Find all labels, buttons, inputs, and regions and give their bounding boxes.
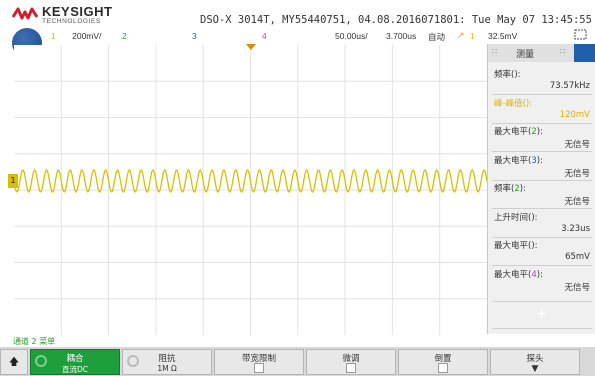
channel-4-number: 4 bbox=[262, 31, 267, 41]
measurement-label[interactable]: 最大电平(): bbox=[494, 241, 538, 251]
brand-subtitle: TECHNOLOGIES bbox=[42, 18, 101, 25]
measurement-name: 上升时间 bbox=[494, 212, 529, 223]
divider bbox=[492, 328, 592, 329]
softkey-6[interactable]: 探头 ▼ bbox=[490, 349, 580, 375]
add-measurement-icon[interactable]: + bbox=[536, 306, 548, 322]
channel-3-number: 3 bbox=[192, 31, 197, 41]
measurement-channel: 3 bbox=[531, 155, 537, 166]
trigger-delay[interactable]: 3.700us bbox=[386, 31, 417, 41]
keysight-logo-icon bbox=[12, 7, 38, 20]
measurement-value: 3.23us bbox=[561, 223, 590, 234]
channel-1-number: 1 bbox=[51, 31, 56, 41]
knob-icon bbox=[127, 355, 139, 367]
measurement-label[interactable]: 峰-峰值(): bbox=[494, 98, 533, 109]
measurement-channel: 4 bbox=[531, 269, 537, 280]
measurement-value: 无信号 bbox=[564, 168, 590, 179]
channel-4-status[interactable]: 4 bbox=[262, 31, 267, 41]
divider bbox=[492, 301, 592, 302]
measurement-value: 无信号 bbox=[564, 197, 590, 207]
waveform-display[interactable] bbox=[13, 45, 488, 335]
panel-toggle-button[interactable] bbox=[574, 44, 595, 62]
softkey-label: 微调 bbox=[342, 354, 360, 364]
softkey-value: 1M Ω bbox=[157, 364, 177, 373]
measurement-name: 最大电平 bbox=[494, 155, 529, 166]
channel-2-status[interactable]: 2 bbox=[122, 31, 127, 41]
measurement-channel: 2 bbox=[531, 127, 537, 137]
softkey-1[interactable]: 耦合 直流DC bbox=[30, 349, 120, 375]
knob-icon bbox=[35, 355, 47, 367]
channel-1-waveform bbox=[13, 169, 488, 193]
divider bbox=[492, 208, 592, 209]
trigger-level[interactable]: 32.5mV bbox=[488, 31, 518, 41]
menu-up-button[interactable]: 🡅 bbox=[0, 349, 28, 375]
measurement-value: 65mV bbox=[565, 252, 590, 262]
graticule bbox=[13, 45, 488, 335]
softkey-3[interactable]: 带宽限制 bbox=[214, 349, 304, 375]
measurement-label[interactable]: 最大电平(2): bbox=[494, 127, 543, 137]
softkey-5[interactable]: 倒置 bbox=[398, 349, 488, 375]
softkey-label: 带宽限制 bbox=[241, 354, 276, 364]
measurement-name: 频率 bbox=[494, 184, 512, 194]
softkey-checkbox[interactable] bbox=[346, 363, 356, 373]
menu-title: 通道 2 菜单 bbox=[13, 337, 56, 346]
measurement-panel: ∷ 测量 ∷ 频率(): 73.57kHz 峰-峰值(): 120mV 最大电平(2):… bbox=[487, 44, 595, 334]
measurement-label[interactable]: 频率(): bbox=[494, 70, 521, 80]
softkey-value: 直流DC bbox=[61, 365, 88, 374]
softkey-label: 阻抗 bbox=[158, 354, 176, 364]
measurement-label[interactable]: 最大电平(3): bbox=[494, 155, 543, 166]
softkey-checkbox[interactable] bbox=[254, 363, 264, 373]
measurement-name: 最大电平 bbox=[494, 269, 529, 280]
divider bbox=[492, 122, 592, 124]
channel-2-number: 2 bbox=[122, 31, 127, 41]
channel-1-ground-marker[interactable]: 1 bbox=[8, 174, 18, 188]
trigger-mode[interactable]: 自动 bbox=[428, 32, 446, 42]
measurement-value: 120mV bbox=[559, 109, 590, 120]
measurement-name: 峰-峰值 bbox=[494, 98, 523, 109]
measurement-value: 无信号 bbox=[564, 282, 590, 293]
measurement-name: 最大电平 bbox=[494, 241, 529, 251]
measurement-value: 73.57kHz bbox=[549, 81, 590, 91]
measurement-name: 频率 bbox=[494, 70, 512, 80]
divider bbox=[492, 179, 592, 181]
trigger-position-marker-icon[interactable] bbox=[245, 43, 257, 51]
softkey-4[interactable]: 微调 bbox=[306, 349, 396, 375]
trigger-source[interactable]: 1 bbox=[470, 31, 475, 41]
drag-handle-icon[interactable]: ∷ bbox=[492, 47, 498, 56]
softkey-label: 耦合 bbox=[66, 354, 84, 364]
drag-handle-icon[interactable]: ∷ bbox=[560, 47, 566, 56]
measurement-channel: 2 bbox=[514, 184, 520, 194]
divider bbox=[492, 94, 592, 95]
channel-1-scale: 200mV/ bbox=[72, 31, 102, 41]
channel-1-status[interactable]: 1 200mV/ bbox=[51, 31, 101, 41]
softkey-label: 倒置 bbox=[434, 354, 452, 364]
measurement-value: 无信号 bbox=[564, 140, 590, 150]
status-bar bbox=[0, 0, 595, 44]
divider bbox=[492, 236, 592, 238]
screen-layout-icon[interactable] bbox=[574, 29, 588, 41]
instrument-info: DSO-X 3014T, MY55440751, 04.08.201607180… bbox=[200, 14, 595, 26]
divider bbox=[492, 265, 592, 266]
softkey-2[interactable]: 阻抗 1M Ω bbox=[122, 349, 212, 375]
measurement-label[interactable]: 上升时间(): bbox=[494, 212, 538, 223]
timebase[interactable]: 50.00us/ bbox=[335, 31, 368, 41]
softkey-checkbox[interactable] bbox=[438, 363, 448, 373]
measurement-name: 最大电平 bbox=[494, 127, 529, 137]
softkey-label: 探头 bbox=[526, 354, 544, 364]
brand-name: KEYSIGHT bbox=[42, 4, 113, 19]
measurement-label[interactable]: 最大电平(4): bbox=[494, 269, 543, 280]
panel-header bbox=[488, 44, 595, 62]
submenu-arrow-icon: ▼ bbox=[531, 364, 539, 374]
measurement-label[interactable]: 频率(2): bbox=[494, 184, 526, 194]
divider bbox=[492, 151, 592, 152]
panel-title: 测量 bbox=[516, 50, 535, 60]
trigger-edge-icon: ↗ bbox=[457, 31, 465, 41]
channel-3-status[interactable]: 3 bbox=[192, 31, 197, 41]
